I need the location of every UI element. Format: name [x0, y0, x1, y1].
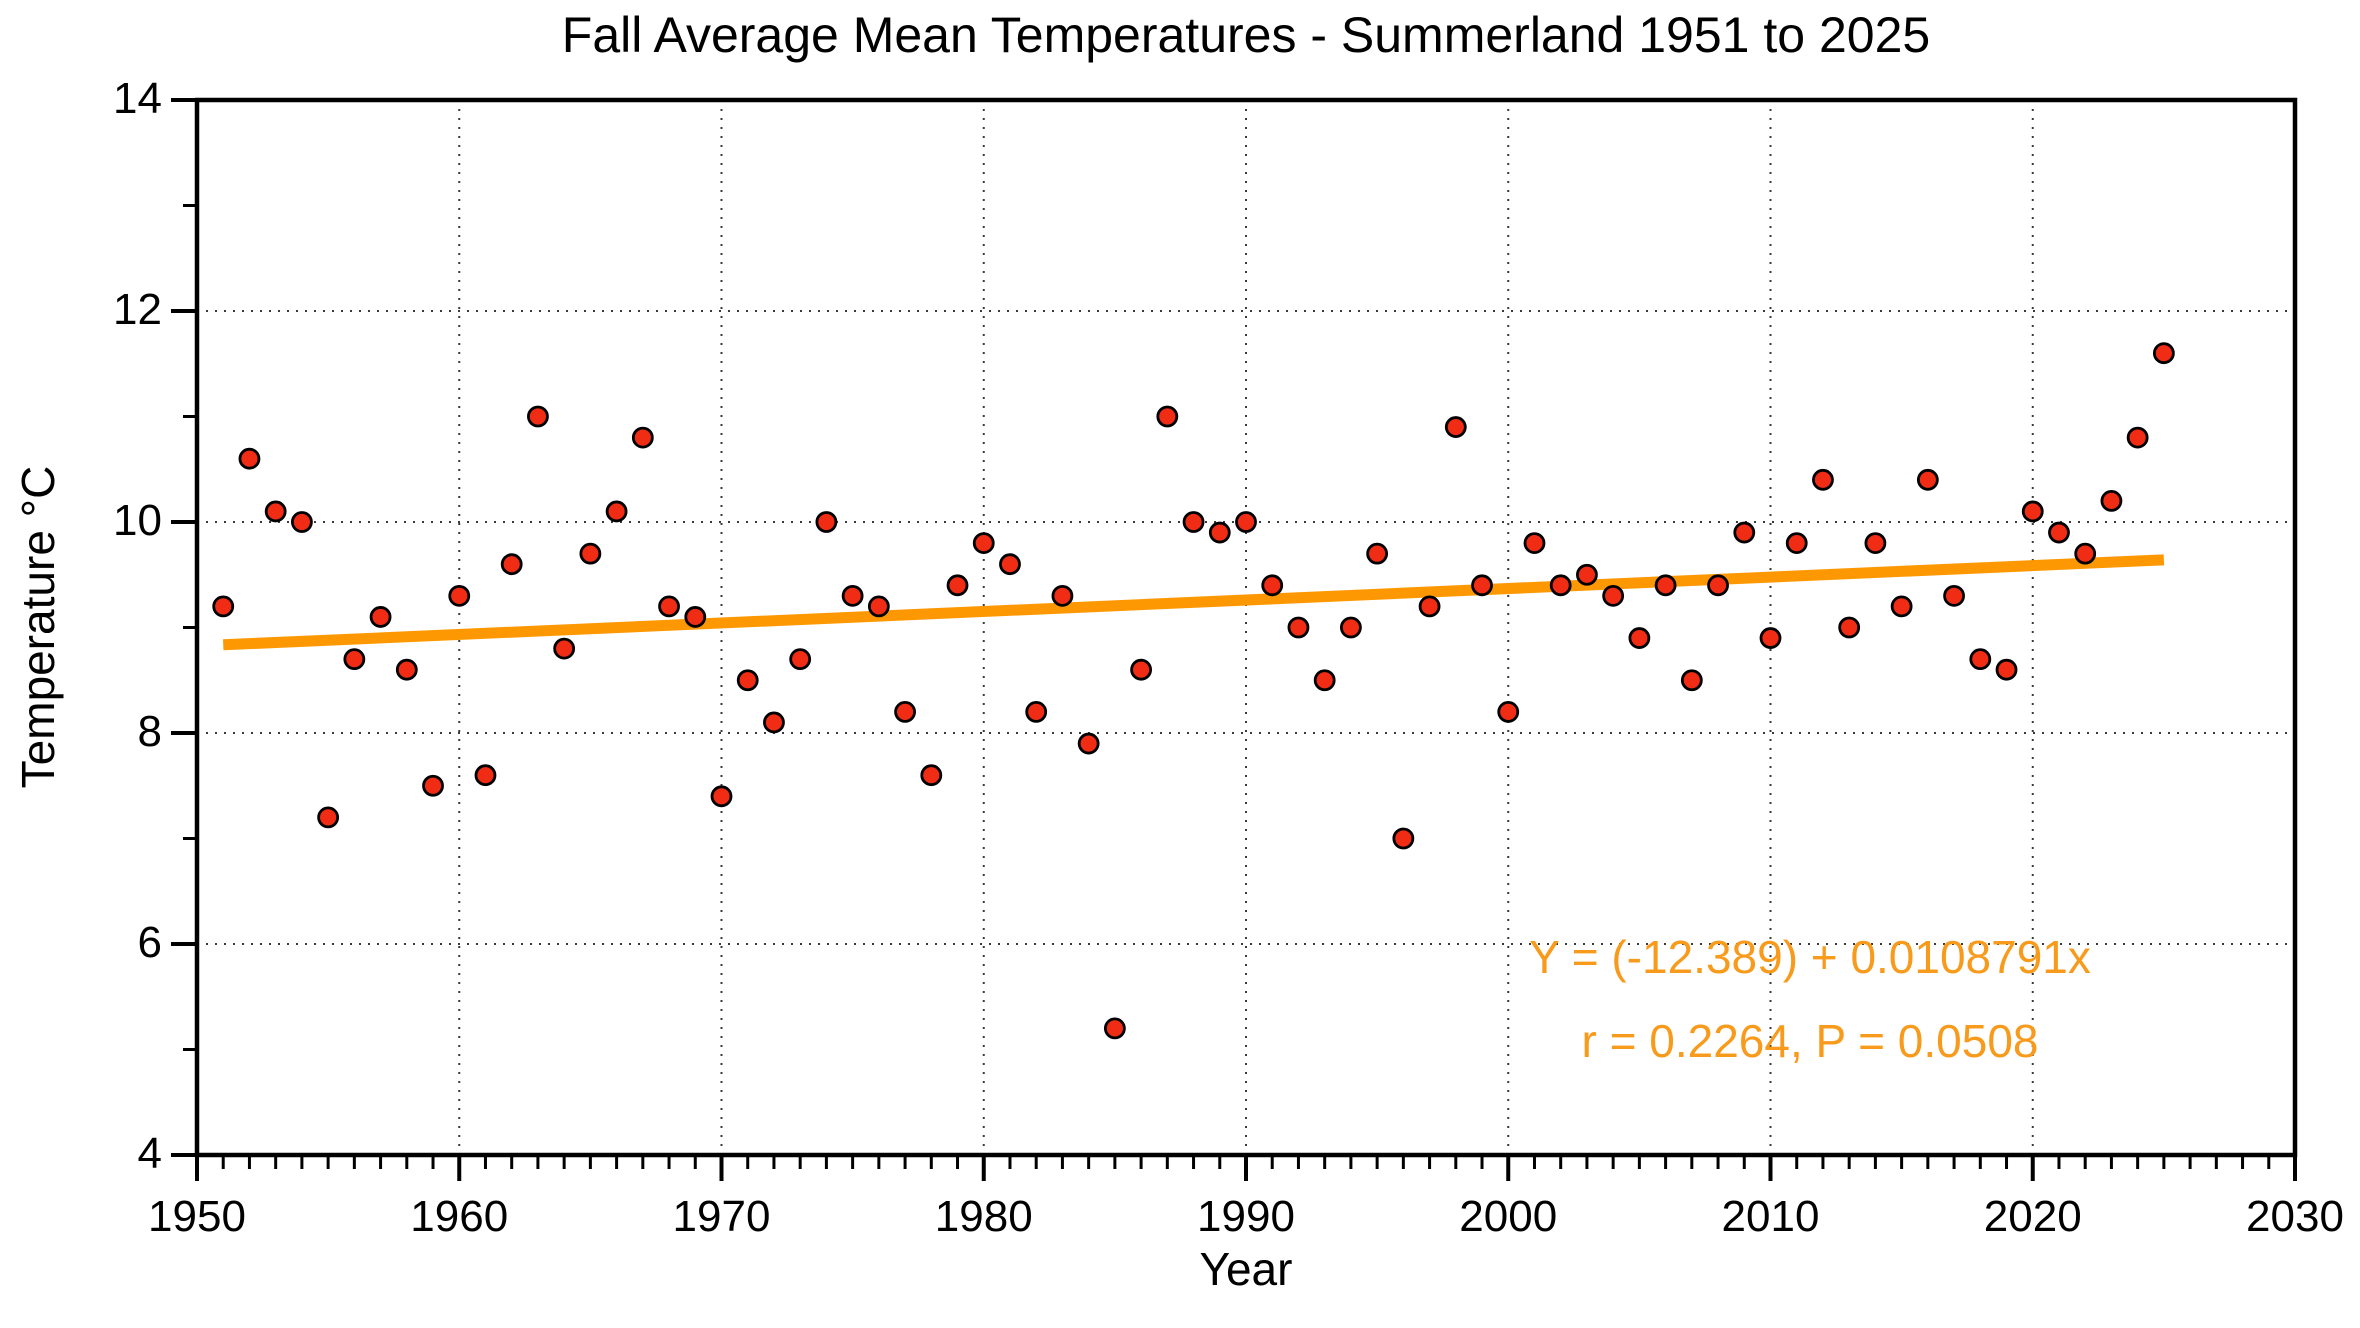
- data-point: [1864, 532, 1887, 554]
- x-axis-title: Year: [1199, 1243, 1293, 1295]
- data-point: [1785, 532, 1808, 554]
- data-point: [631, 426, 654, 449]
- data-point: [1208, 521, 1231, 544]
- data-point: [1890, 595, 1913, 618]
- data-point: [369, 606, 392, 628]
- y-tick-label: 4: [137, 1129, 162, 1178]
- y-axis-title: Temperature °C: [12, 465, 64, 789]
- data-point: [1444, 416, 1467, 438]
- data-point: [2126, 426, 2149, 449]
- x-tick-label: 2000: [1459, 1192, 1558, 1241]
- data-point: [1051, 584, 1074, 607]
- data-point: [448, 584, 471, 607]
- data-point: [867, 595, 890, 618]
- data-point: [999, 553, 1021, 576]
- data-point: [1523, 532, 1546, 554]
- x-tick-label: 1980: [934, 1192, 1033, 1241]
- x-tick-label: 1960: [410, 1192, 509, 1241]
- x-tick-label: 1970: [672, 1192, 771, 1241]
- regression-equation-text: Y = (-12.389) + 0.0108791x: [1529, 931, 2091, 983]
- data-point: [763, 711, 785, 734]
- x-tick-label: 1990: [1197, 1192, 1295, 1241]
- data-point: [1235, 511, 1257, 533]
- y-tick-label: 8: [137, 707, 162, 756]
- data-point: [1418, 595, 1441, 618]
- data-point: [1261, 574, 1284, 597]
- data-point: [264, 500, 287, 523]
- data-point: [1628, 627, 1651, 649]
- y-tick-label: 14: [113, 74, 162, 123]
- data-point: [684, 606, 707, 628]
- data-point: [527, 405, 549, 428]
- data-point: [1759, 627, 1782, 649]
- data-point: [395, 658, 418, 681]
- data-point: [1680, 669, 1703, 692]
- data-point: [1995, 658, 2018, 681]
- chart-title: Fall Average Mean Temperatures - Summerl…: [561, 7, 1931, 63]
- data-point: [2074, 542, 2097, 565]
- data-point: [920, 764, 943, 787]
- data-point: [1838, 616, 1861, 639]
- data-point: [736, 669, 759, 692]
- data-point: [1340, 616, 1362, 639]
- data-point: [290, 511, 313, 533]
- data-point: [1077, 732, 1100, 755]
- data-point: [1130, 658, 1152, 681]
- data-point: [1103, 1017, 1126, 1040]
- data-point: [710, 785, 733, 808]
- data-point: [500, 553, 523, 576]
- data-point: [474, 764, 497, 787]
- y-tick-label: 12: [113, 285, 162, 334]
- data-point: [1812, 468, 1834, 491]
- data-point: [553, 637, 576, 660]
- regression-stats-text: r = 0.2264, P = 0.0508: [1581, 1015, 2039, 1067]
- data-point: [238, 447, 261, 470]
- data-point: [343, 648, 366, 671]
- x-tick-label: 2010: [1721, 1192, 1820, 1241]
- data-point: [1916, 468, 1939, 491]
- data-point: [1549, 574, 1572, 597]
- data-point: [2048, 521, 2070, 544]
- data-point: [212, 595, 235, 618]
- data-point: [605, 500, 628, 523]
- data-point: [422, 774, 444, 797]
- data-point: [579, 542, 602, 565]
- data-point: [946, 574, 969, 597]
- data-point: [1969, 648, 1992, 671]
- data-point: [1943, 584, 1965, 607]
- data-point: [658, 595, 680, 618]
- data-point: [972, 532, 995, 554]
- data-point: [1313, 669, 1336, 692]
- x-tick-label: 1950: [148, 1192, 246, 1241]
- data-point: [1156, 405, 1179, 428]
- data-point: [1182, 511, 1205, 533]
- x-tick-label: 2020: [1983, 1192, 2082, 1241]
- data-point: [2152, 342, 2175, 365]
- trend-line: [222, 554, 2165, 651]
- data-point: [1733, 521, 1756, 544]
- x-tick-label: 2030: [2246, 1192, 2344, 1241]
- data-point: [1392, 827, 1415, 850]
- data-point: [1025, 701, 1048, 723]
- data-point: [1366, 542, 1389, 565]
- data-point: [841, 584, 864, 607]
- data-point: [1654, 574, 1677, 597]
- data-point: [815, 511, 838, 533]
- data-point: [1287, 616, 1310, 639]
- data-point: [1602, 584, 1625, 607]
- data-point: [1471, 574, 1493, 597]
- y-tick-label: 10: [113, 496, 162, 545]
- data-point: [2100, 489, 2123, 512]
- data-point: [1497, 701, 1520, 723]
- y-tick-label: 6: [137, 918, 162, 967]
- plot-border: [194, 97, 2298, 1158]
- data-point: [1576, 563, 1598, 586]
- data-point: [317, 806, 340, 829]
- data-point: [2021, 500, 2044, 523]
- data-point: [894, 701, 916, 723]
- data-point: [789, 648, 812, 671]
- data-point: [1707, 574, 1729, 597]
